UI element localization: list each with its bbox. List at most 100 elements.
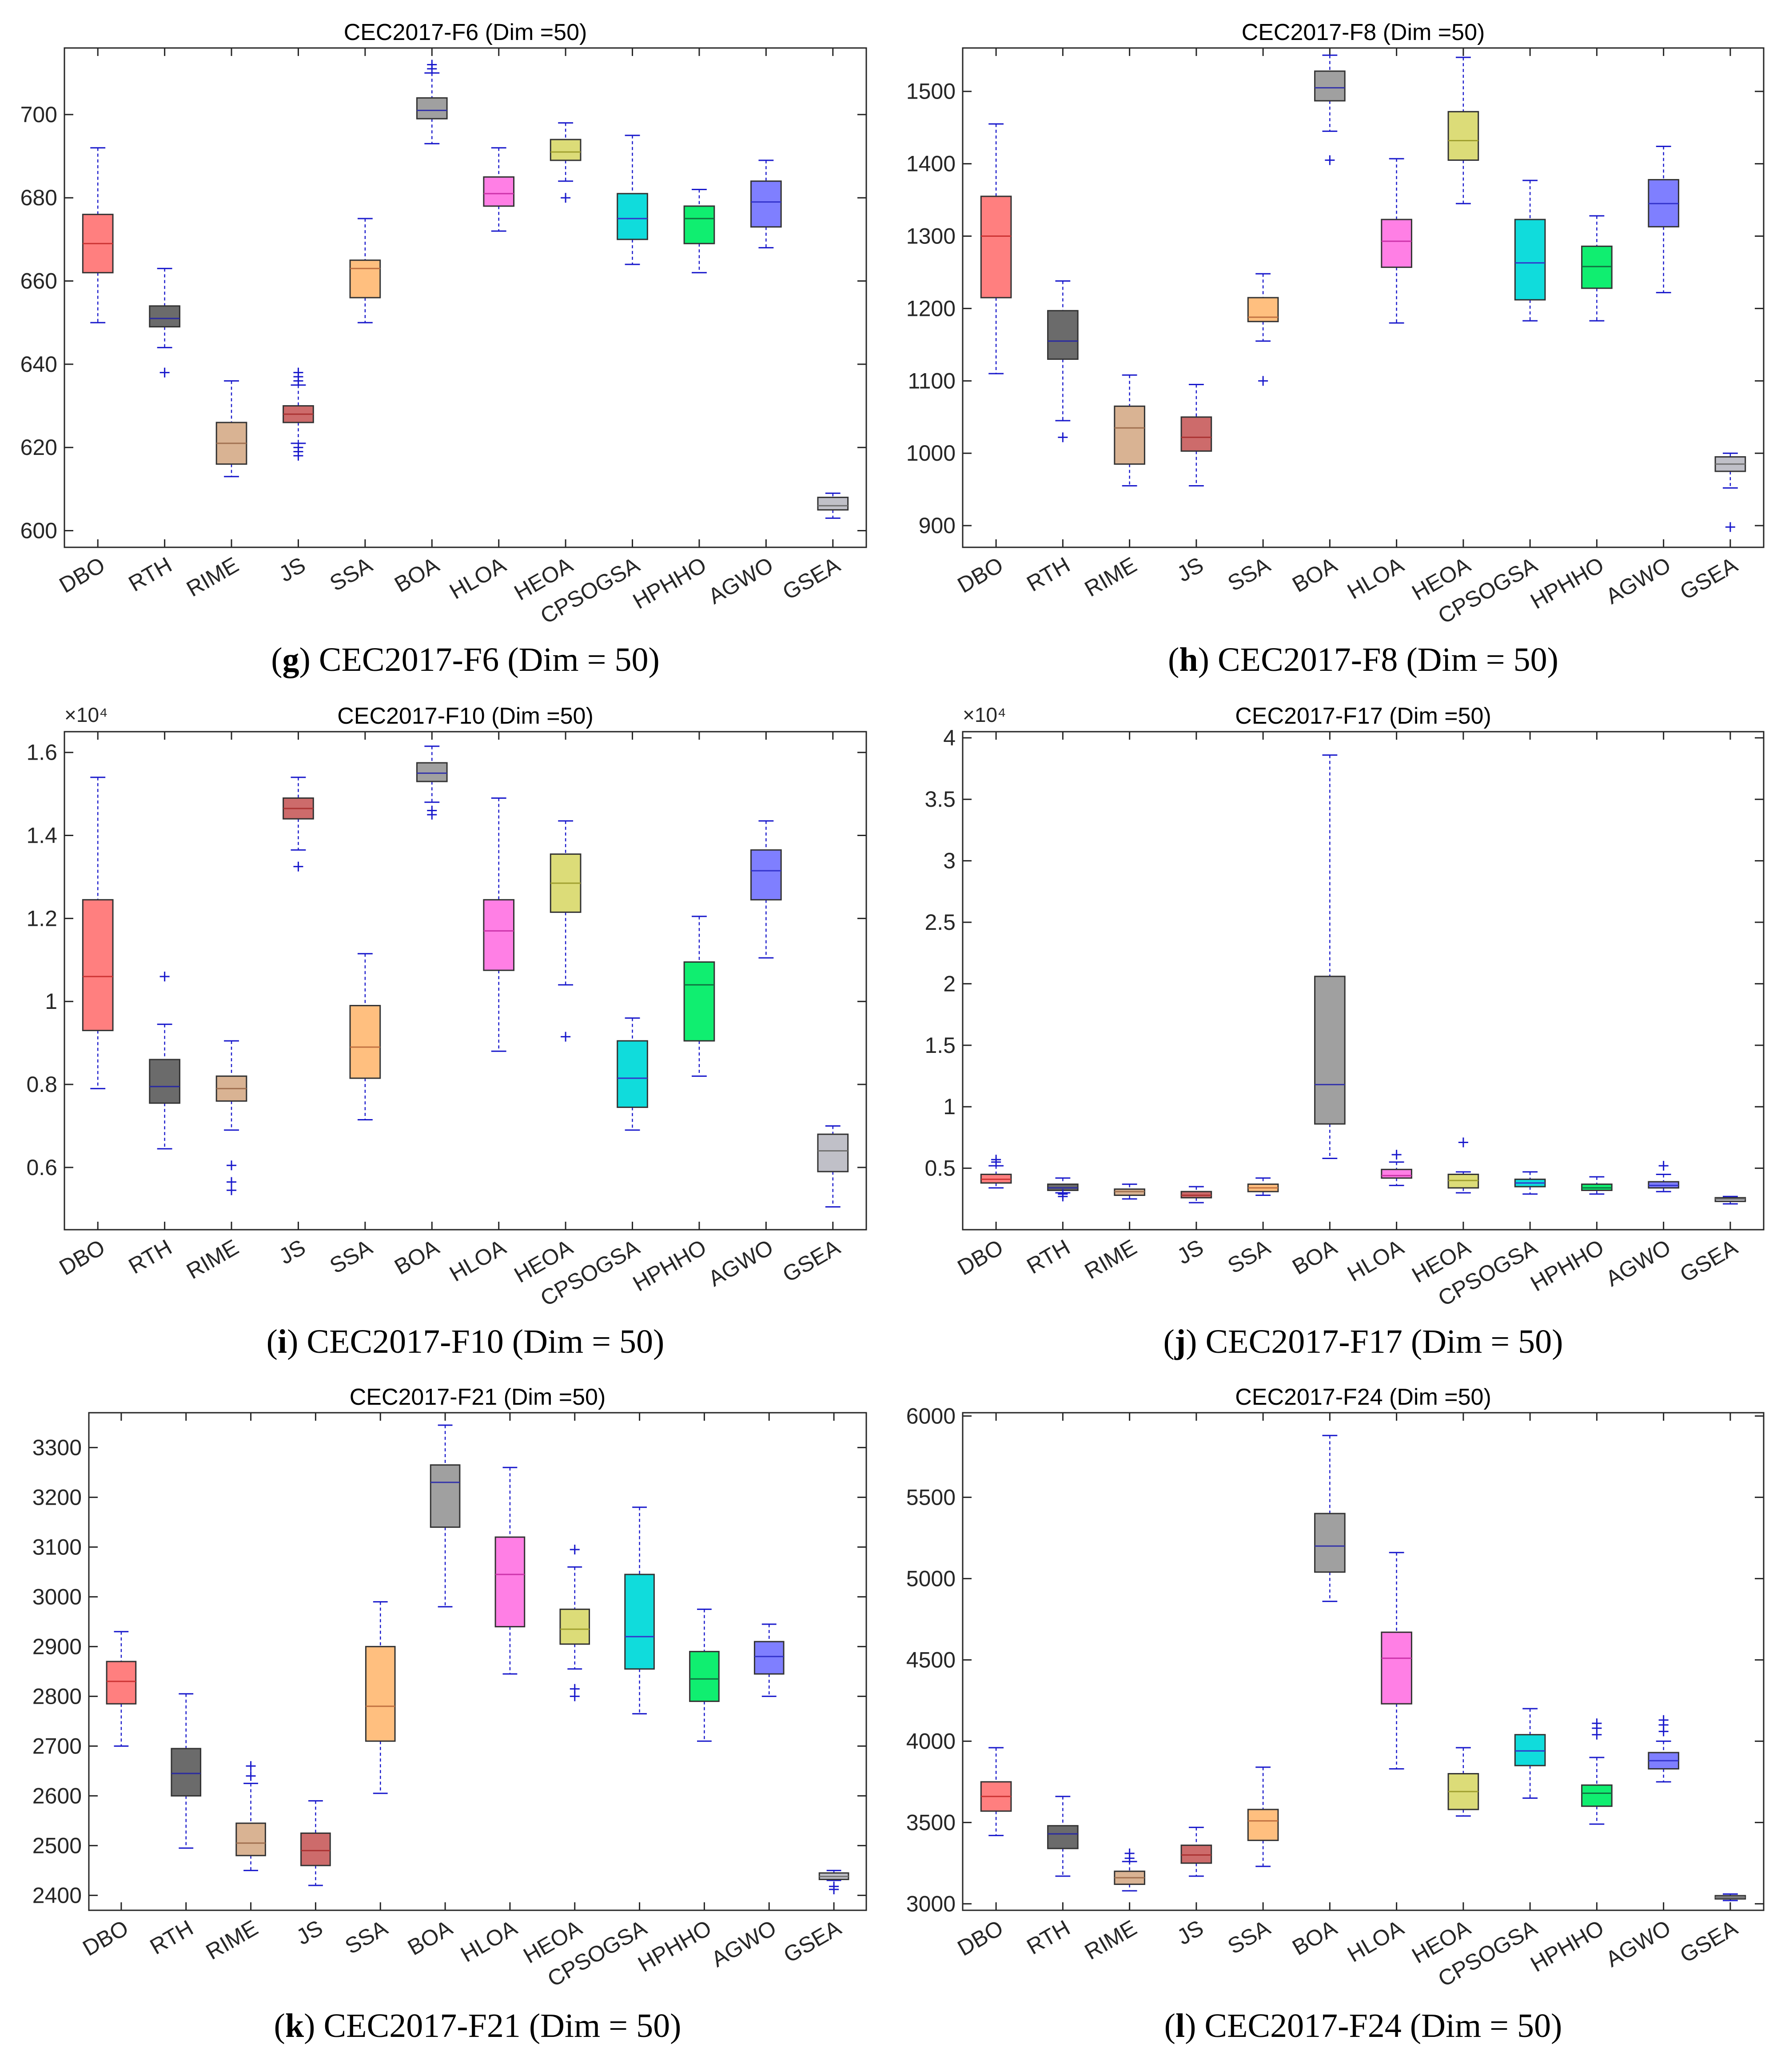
outlier-marker [246, 1761, 256, 1771]
box-CPSOGSA [617, 135, 648, 265]
y-tick-label: 620 [20, 435, 57, 460]
panel-g: CEC2017-F6 (Dim =50) 600 620 640 660 680 700 DB… [20, 20, 867, 678]
panel-caption: (g) CEC2017-F6 (Dim = 50) [271, 641, 660, 678]
y-tick-label: 5000 [906, 1566, 956, 1591]
box-GSEA [818, 1869, 849, 1894]
iqr-box [416, 762, 448, 782]
panel-caption: (i) CEC2017-F10 (Dim = 50) [267, 1323, 665, 1360]
box-RIME [1114, 1848, 1145, 1892]
iqr-box [149, 305, 180, 328]
x-tick-label: HPHHO [1526, 1235, 1608, 1296]
box-AGWO [750, 820, 782, 959]
x-tick-label: HPHHO [634, 1915, 716, 1977]
box-AGWO [1648, 1161, 1679, 1192]
box-HEOA [1447, 1747, 1479, 1817]
iqr-box [349, 1005, 381, 1079]
iqr-box [1381, 219, 1412, 268]
box-GSEA [817, 492, 849, 519]
x-tick-label: SSA [1223, 1915, 1275, 1959]
y-tick-label: 1.6 [26, 740, 57, 765]
outlier-marker [991, 1155, 1001, 1165]
box-JS [300, 1800, 331, 1886]
outlier-marker [570, 1545, 580, 1554]
y-tick-label: 3000 [906, 1891, 956, 1916]
caption-text: CEC2017-F17 (Dim = 50) [1197, 1323, 1563, 1360]
iqr-box [1047, 1825, 1079, 1849]
box-JS [1180, 1826, 1212, 1877]
caption-paren-open: ( [1163, 1323, 1175, 1360]
y-tick-label: 2500 [32, 1833, 82, 1858]
y-tick-label: 2900 [32, 1634, 82, 1659]
iqr-box [149, 1059, 180, 1104]
caption-paren-close: ) [304, 2007, 315, 2044]
x-tick-label: BOA [390, 552, 443, 598]
y-tick-label: 900 [919, 513, 956, 538]
x-tick-label: HLOA [1343, 552, 1408, 604]
x-tick-label: AGWO [704, 1235, 777, 1291]
x-tick-label: RIME [1080, 1235, 1141, 1284]
box-RTH [149, 972, 180, 1150]
panel-caption: (j) CEC2017-F17 (Dim = 50) [1163, 1323, 1563, 1360]
caption-paren-close: ) [299, 641, 311, 678]
iqr-box [624, 1574, 655, 1670]
iqr-box [235, 1822, 266, 1857]
x-tick-label: JS [275, 552, 310, 587]
plot-frame [962, 731, 1765, 1231]
x-tick-label: GSEA [1676, 1915, 1742, 1968]
iqr-box [1047, 310, 1079, 360]
caption-letter: i [278, 1323, 287, 1360]
box-GSEA [1714, 1195, 1746, 1205]
box-GSEA [817, 1125, 849, 1208]
panel-i: CEC2017-F10 (Dim =50) ×10⁴ 0.6 0.8 1 1.2 1.4 1.… [26, 703, 867, 1360]
iqr-box [171, 1748, 202, 1797]
iqr-box [689, 1651, 720, 1702]
y-tick-label: 680 [20, 185, 57, 210]
caption-paren-close: ) [1186, 1323, 1197, 1360]
panel-h: CEC2017-F8 (Dim =50) 900 1000 1100 1200 1300 1… [906, 20, 1765, 678]
outlier-marker [246, 1771, 256, 1781]
iqr-box [365, 1646, 396, 1742]
box-RIME [235, 1761, 266, 1871]
x-tick-label: RIME [202, 1915, 262, 1964]
x-tick-label: BOA [403, 1915, 457, 1960]
y-exponent-label: ×10⁴ [963, 703, 1006, 726]
caption-paren-open: ( [274, 2007, 285, 2044]
y-tick-label: 700 [20, 102, 57, 127]
y-tick-label: 1 [943, 1094, 956, 1119]
y-tick-label: 0.5 [924, 1156, 956, 1181]
box-DBO [82, 147, 114, 323]
y-tick-label: 0.6 [26, 1155, 57, 1180]
y-tick-label: 3000 [32, 1584, 82, 1609]
box-CPSOGSA [617, 1017, 648, 1131]
iqr-box [683, 205, 715, 244]
box-HEOA [550, 820, 582, 1042]
box-AGWO [1648, 146, 1679, 294]
box-RTH [1047, 1796, 1079, 1877]
outlier-marker [293, 442, 303, 453]
iqr-box [1381, 1168, 1412, 1179]
iqr-box [300, 1832, 331, 1866]
caption-letter: g [283, 641, 299, 678]
iqr-box [617, 1040, 648, 1108]
x-tick-label: JS [292, 1915, 327, 1950]
outlier-marker [1725, 522, 1735, 532]
box-HPHHO [689, 1608, 720, 1742]
iqr-box [1514, 219, 1546, 301]
chart-title: CEC2017-F24 (Dim =50) [1235, 1384, 1491, 1410]
box-BOA [1314, 54, 1346, 165]
box-AGWO [1648, 1715, 1679, 1783]
box-HPHHO [1581, 1176, 1613, 1195]
iqr-box [1114, 405, 1145, 465]
chart-title: CEC2017-F21 (Dim =50) [350, 1384, 606, 1410]
box-JS [283, 367, 314, 461]
box-BOA [430, 1424, 461, 1608]
x-tick-label: SSA [1223, 552, 1275, 596]
outlier-marker [1124, 1848, 1135, 1858]
box-BOA [416, 745, 448, 820]
iqr-box [1381, 1631, 1412, 1705]
y-tick-label: 660 [20, 269, 57, 294]
box-RTH [171, 1693, 202, 1849]
plot-frame [962, 1412, 1765, 1911]
x-tick-label: BOA [390, 1235, 443, 1280]
iqr-box [82, 899, 114, 1032]
